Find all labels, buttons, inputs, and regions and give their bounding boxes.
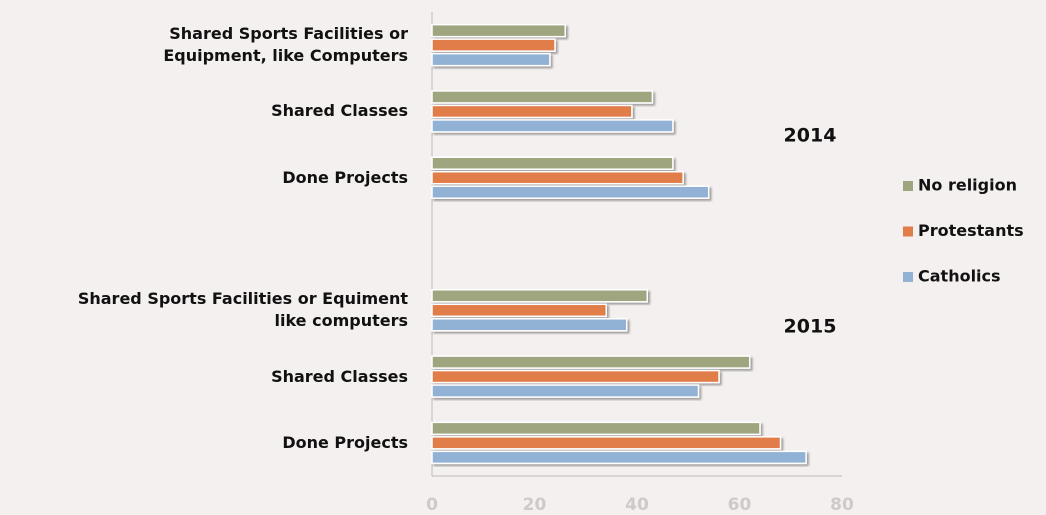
- bar: [431, 369, 720, 384]
- y-tick-label: Shared Classes: [271, 101, 408, 121]
- bar: [431, 90, 654, 104]
- legend-label: Protestants: [918, 221, 1024, 240]
- y-tick-label: Done Projects: [282, 432, 408, 452]
- bar: [431, 119, 674, 133]
- x-tick-label: 60: [728, 495, 752, 515]
- bar: [431, 450, 807, 465]
- annotation: 2015: [784, 316, 837, 338]
- legend-label: Catholics: [918, 267, 1001, 286]
- bar: [431, 38, 556, 52]
- x-tick-label: 80: [830, 495, 854, 515]
- legend-swatch: [903, 226, 913, 237]
- x-tick-label: 0: [426, 495, 438, 515]
- bar: [431, 185, 710, 199]
- bar: [431, 156, 674, 170]
- bar: [431, 355, 751, 369]
- y-tick-label: Shared Classes: [271, 366, 408, 386]
- bar: [431, 436, 782, 450]
- bar: [431, 170, 684, 185]
- bar: [431, 303, 607, 318]
- bar: [431, 23, 566, 38]
- legend-swatch: [903, 272, 913, 282]
- x-tick-label: 40: [625, 495, 649, 515]
- bar: [431, 384, 700, 398]
- bar: [431, 289, 648, 303]
- bar: [431, 52, 551, 67]
- bar: [431, 421, 761, 436]
- annotation: 2014: [784, 125, 837, 147]
- bar: [431, 318, 628, 332]
- y-tick-label: Shared Sports Facilities or Equiment lik…: [77, 289, 408, 331]
- x-tick-label: 20: [523, 495, 547, 515]
- legend-label: No religion: [918, 176, 1017, 195]
- y-tick-label: Shared Sports Facilities or Equipment, l…: [163, 24, 408, 66]
- legend-swatch: [903, 181, 913, 191]
- bar: [431, 104, 633, 119]
- y-tick-label: Done Projects: [282, 167, 408, 187]
